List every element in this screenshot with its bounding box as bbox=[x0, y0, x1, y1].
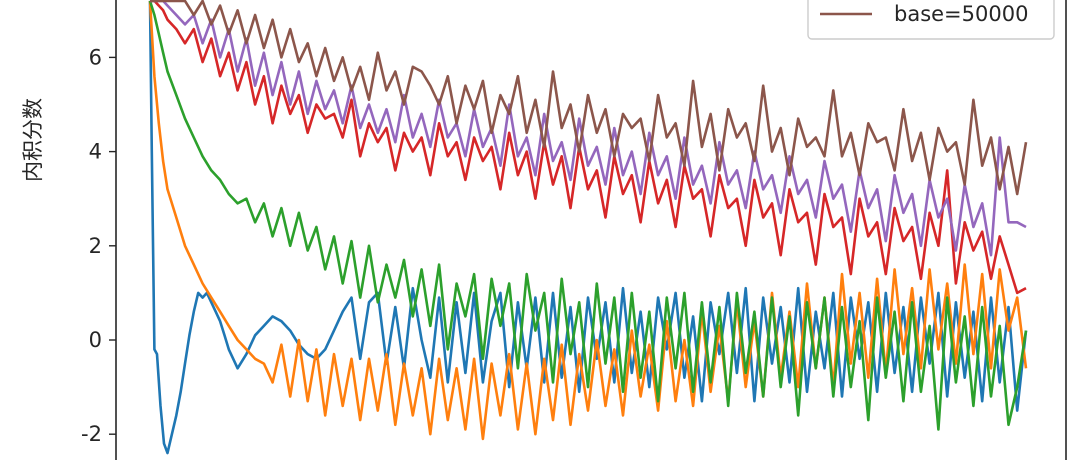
y-tick-label: 4 bbox=[89, 140, 102, 164]
y-axis: -2 0 2 4 6 bbox=[81, 45, 116, 446]
legend-label: base=50000 bbox=[894, 2, 1028, 26]
plot-frame bbox=[115, 0, 1067, 460]
y-tick-label: 2 bbox=[89, 234, 102, 258]
y-tick-label: 0 bbox=[89, 328, 102, 352]
series-line-3 bbox=[148, 0, 1028, 431]
series-line-4 bbox=[150, 0, 1027, 295]
series-line-5 bbox=[150, 0, 1027, 257]
legend: base=50000 bbox=[807, 0, 1055, 40]
series-lines bbox=[148, 0, 1028, 455]
y-tick-label: 6 bbox=[89, 45, 102, 69]
series-line-6 bbox=[150, 0, 1028, 196]
legend-box bbox=[807, 0, 1055, 40]
y-tick-label: -2 bbox=[81, 422, 102, 446]
series-line-2 bbox=[148, 0, 1028, 441]
y-axis-label: 内积分数 bbox=[21, 98, 45, 182]
